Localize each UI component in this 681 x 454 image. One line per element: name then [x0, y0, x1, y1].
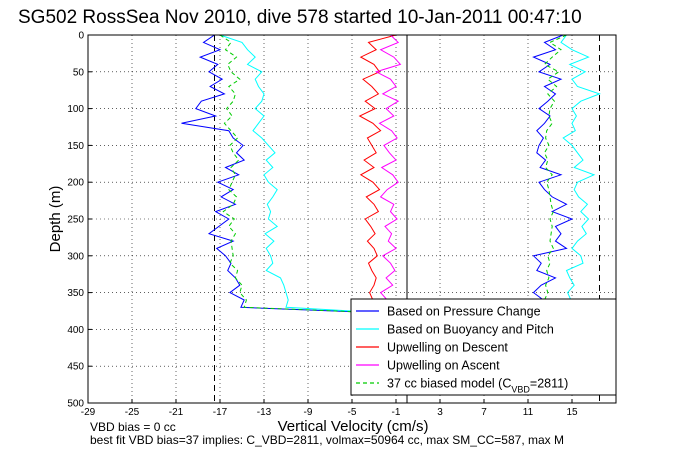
legend-label: Upwelling on Descent — [387, 341, 508, 355]
series-line-ascent — [374, 34, 402, 301]
vbd-bias-note: VBD bias = 0 cc — [90, 420, 176, 434]
legend-box — [350, 298, 617, 396]
y-tick-label: 150 — [67, 141, 84, 152]
series-line-descent — [181, 34, 391, 314]
y-tick-label: 50 — [73, 67, 85, 78]
series-group — [181, 34, 601, 314]
y-tick-label: 350 — [67, 288, 84, 299]
x-tick-label: 7 — [481, 407, 487, 418]
x-tick-label: -21 — [169, 407, 184, 418]
x-tick-label: 11 — [523, 407, 534, 418]
x-tick-label: -5 — [348, 407, 357, 418]
x-tick-label: -9 — [304, 407, 313, 418]
x-axis-label: Vertical Velocity (cm/s) — [278, 418, 429, 435]
x-tick-label: 15 — [566, 407, 578, 418]
x-tick-label: -25 — [125, 407, 140, 418]
x-tick-label: -13 — [257, 407, 272, 418]
legend-label: 37 cc biased model (CVBD=2811) — [387, 377, 568, 395]
series-line-descent — [219, 34, 391, 314]
y-tick-label: 450 — [67, 362, 84, 373]
x-tick-label: -17 — [213, 407, 228, 418]
legend: Based on Pressure Change Based on Buoyanc… — [350, 298, 617, 396]
y-tick-label: 500 — [67, 399, 84, 410]
x-tick-label: -29 — [81, 407, 96, 418]
y-tick-label: 300 — [67, 251, 84, 262]
series-line-ascent — [532, 34, 574, 301]
series-line-ascent — [560, 34, 601, 301]
x-tick-label: -1 — [392, 407, 401, 418]
y-tick-label: 0 — [78, 31, 84, 42]
x-tick-label: 3 — [437, 407, 443, 418]
y-tick-label: 100 — [67, 104, 84, 115]
legend-label: Based on Buoyancy and Pitch — [387, 323, 554, 337]
series-line-descent — [219, 34, 391, 314]
y-tick-label: 250 — [67, 215, 84, 226]
chart-title: SG502 RossSea Nov 2010, dive 578 started… — [18, 7, 582, 28]
ticks: -29 -25 -21 -17 -13 -9 -5 -1 3 7 11 150501001502002… — [67, 31, 578, 419]
legend-label: Based on Pressure Change — [387, 305, 541, 319]
best-fit-note: best fit VBD bias=37 implies: C_VBD=2811… — [90, 433, 564, 447]
series-line-descent — [358, 34, 397, 314]
y-tick-label: 400 — [67, 325, 84, 336]
y-tick-label: 200 — [67, 178, 84, 189]
y-axis-label: Depth (m) — [47, 186, 64, 253]
legend-label: Upwelling on Ascent — [387, 359, 500, 373]
